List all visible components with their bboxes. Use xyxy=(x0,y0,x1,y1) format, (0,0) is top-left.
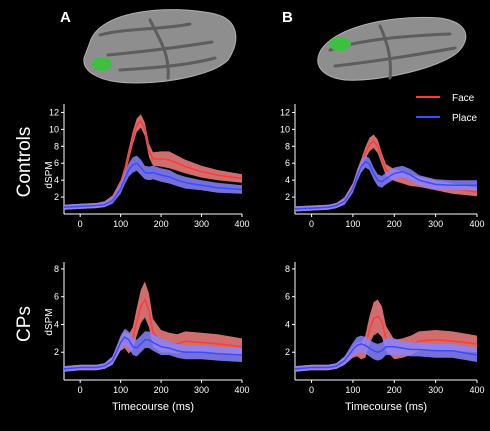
y-tick-label: 12 xyxy=(49,107,59,117)
y-tick-label: 8 xyxy=(285,141,290,151)
y-tick-label: 4 xyxy=(54,175,59,185)
row-label-cps: CPs xyxy=(14,306,35,342)
y-tick-label: 4 xyxy=(54,319,59,329)
y-tick-label: 10 xyxy=(49,124,59,134)
x-tick-label: 200 xyxy=(387,219,402,229)
x-tick-label: 400 xyxy=(234,385,249,395)
legend-label-place: Place xyxy=(452,113,477,124)
y-axis-label: dSPM xyxy=(44,161,55,188)
x-tick-label: 100 xyxy=(345,385,360,395)
row-label-controls: Controls xyxy=(14,127,35,198)
x-tick-label: 400 xyxy=(469,219,484,229)
x-tick-label: 100 xyxy=(113,385,128,395)
x-tick-label: 300 xyxy=(428,385,443,395)
y-tick-label: 8 xyxy=(285,264,290,274)
x-tick-label: 400 xyxy=(469,385,484,395)
panel-label-a: A xyxy=(60,9,71,26)
y-tick-label: 12 xyxy=(280,107,290,117)
series-line-place xyxy=(294,160,477,210)
x-tick-label: 200 xyxy=(154,385,169,395)
series-band-place xyxy=(295,155,477,212)
x-tick-label: 100 xyxy=(345,219,360,229)
x-tick-label: 300 xyxy=(428,219,443,229)
x-axis-label: Timecourse (ms) xyxy=(345,401,427,413)
x-tick-label: 300 xyxy=(194,385,209,395)
x-tick-label: 0 xyxy=(309,385,314,395)
x-tick-label: 0 xyxy=(78,219,83,229)
roi-patch-a xyxy=(92,57,112,71)
x-tick-label: 200 xyxy=(154,219,169,229)
y-tick-label: 6 xyxy=(54,158,59,168)
series-line-place xyxy=(63,335,243,370)
y-tick-label: 6 xyxy=(54,292,59,302)
legend-label-face: Face xyxy=(452,93,475,104)
y-tick-label: 6 xyxy=(285,158,290,168)
legend: Face Place xyxy=(416,93,477,124)
series-band-place xyxy=(64,328,242,372)
panel-label-b: B xyxy=(282,9,293,26)
y-tick-label: 10 xyxy=(280,124,290,134)
y-tick-label: 8 xyxy=(54,141,59,151)
series-line-place xyxy=(294,343,478,370)
x-tick-label: 400 xyxy=(234,219,249,229)
x-tick-label: 0 xyxy=(309,219,314,229)
x-tick-label: 200 xyxy=(387,385,402,395)
y-tick-label: 4 xyxy=(285,175,290,185)
brain-image-a xyxy=(83,9,237,84)
chart-cps-b: 2 4 6 8 0 100 200 300 400 Timecourse (ms) xyxy=(285,262,485,413)
chart-controls-b: 2 4 6 8 10 12 0 100 200 300 400 xyxy=(280,104,485,229)
series-band-face xyxy=(64,114,242,210)
y-tick-label: 8 xyxy=(54,264,59,274)
chart-controls-a: 2 4 6 8 10 12 0 100 200 300 400 dSPM xyxy=(44,104,250,229)
brain-image-b xyxy=(317,16,467,81)
y-tick-label: 2 xyxy=(285,347,290,357)
series-line-place xyxy=(63,162,243,208)
x-tick-label: 300 xyxy=(194,219,209,229)
roi-patch-b xyxy=(329,37,351,51)
y-tick-label: 2 xyxy=(54,192,59,202)
x-tick-label: 0 xyxy=(78,385,83,395)
y-tick-label: 2 xyxy=(285,192,290,202)
x-tick-label: 100 xyxy=(113,219,128,229)
y-axis-label: dSPM xyxy=(44,308,55,335)
series-band-place xyxy=(64,155,242,210)
y-tick-label: 6 xyxy=(285,292,290,302)
chart-cps-a: 2 4 6 8 0 100 200 300 400 dSPM Timecourse (ms) xyxy=(44,262,250,413)
y-tick-label: 4 xyxy=(285,319,290,329)
y-tick-label: 2 xyxy=(54,347,59,357)
x-axis-label: Timecourse (ms) xyxy=(112,401,194,413)
